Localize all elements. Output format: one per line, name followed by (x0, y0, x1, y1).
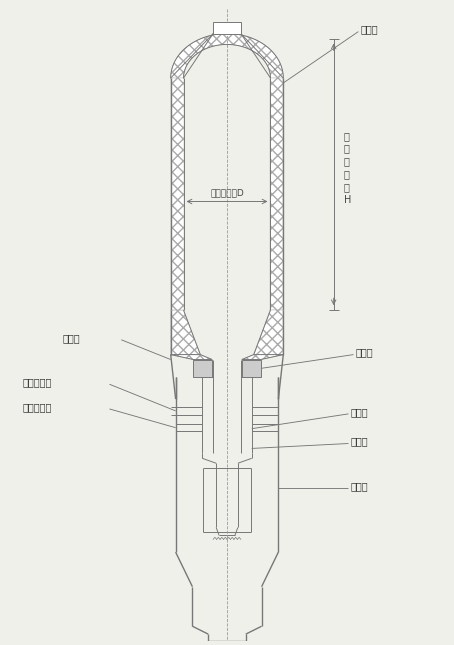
Text: 长: 长 (344, 170, 350, 179)
Text: 上升管: 上升管 (350, 437, 368, 446)
Text: 支撑板: 支撑板 (62, 333, 79, 342)
Text: 合成气挡板: 合成气挡板 (23, 402, 52, 412)
Bar (242, 359, 261, 377)
Bar (213, 22, 241, 34)
Text: H: H (344, 195, 351, 205)
Polygon shape (171, 355, 212, 359)
Text: 度: 度 (344, 182, 350, 192)
Text: 室: 室 (344, 157, 350, 166)
Polygon shape (271, 78, 283, 310)
Polygon shape (254, 310, 283, 355)
Text: 合成气出口: 合成气出口 (23, 377, 52, 387)
Text: 烧: 烧 (344, 144, 350, 154)
Text: 激冷室: 激冷室 (350, 481, 368, 491)
Text: 燃: 燃 (344, 131, 350, 141)
Polygon shape (171, 34, 283, 78)
Polygon shape (171, 310, 200, 355)
Text: 激冷环: 激冷环 (355, 348, 373, 357)
Bar (193, 359, 212, 377)
Polygon shape (171, 78, 183, 310)
Text: 燃烧室: 燃烧室 (360, 25, 378, 35)
Text: 下降管: 下降管 (350, 407, 368, 417)
Text: 燃烧室内径D: 燃烧室内径D (210, 188, 244, 197)
Polygon shape (242, 355, 283, 359)
